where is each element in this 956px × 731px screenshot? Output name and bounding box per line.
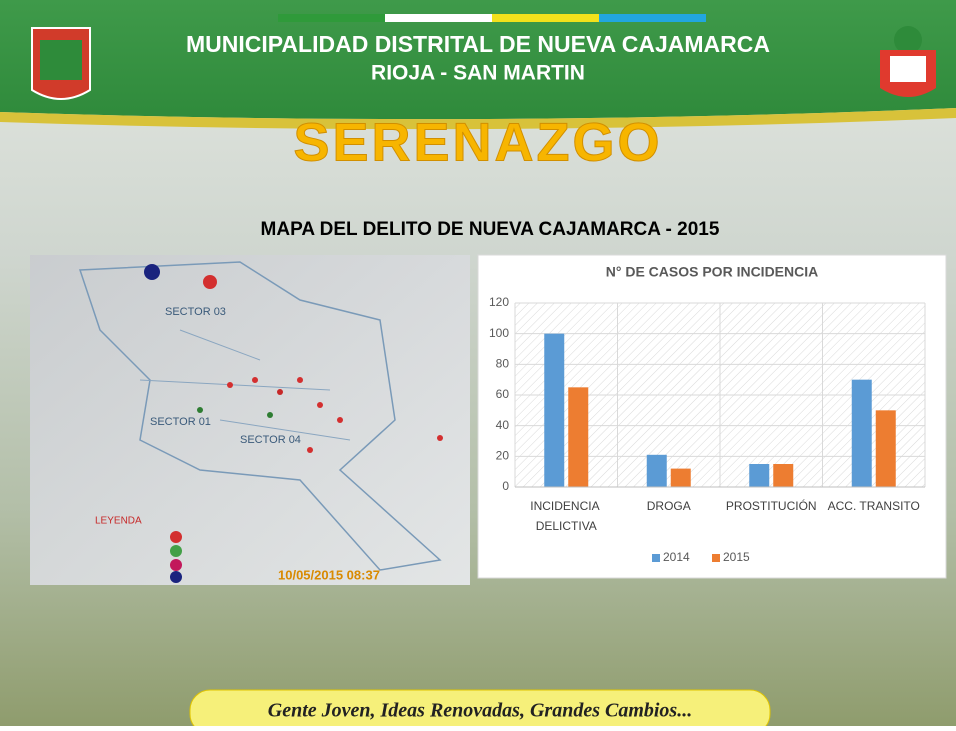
- bar: [671, 469, 691, 487]
- header-title: MUNICIPALIDAD DISTRITAL DE NUEVA CAJAMAR…: [186, 31, 770, 57]
- y-tick-label: 20: [496, 449, 510, 463]
- color-strip: [385, 14, 492, 22]
- legend-swatch: [652, 554, 660, 562]
- bar: [852, 380, 872, 487]
- map-label: SECTOR 04: [240, 434, 301, 446]
- header-subtitle: RIOJA - SAN MARTIN: [371, 62, 585, 85]
- bar: [876, 410, 896, 487]
- banner: SERENAZGO: [293, 112, 662, 172]
- bar: [647, 455, 667, 487]
- color-strip: [599, 14, 706, 22]
- map-timestamp: 10/05/2015 08:37: [278, 567, 380, 582]
- legend-label: 2014: [663, 550, 690, 564]
- legend-swatch: [712, 554, 720, 562]
- color-strip: [278, 14, 385, 22]
- slide: MUNICIPALIDAD DISTRITAL DE NUEVA CAJAMAR…: [0, 0, 956, 726]
- y-tick-label: 0: [502, 479, 509, 493]
- y-tick-label: 60: [496, 387, 510, 401]
- x-tick-label: DROGA: [647, 499, 691, 513]
- section-title: MAPA DEL DELITO DE NUEVA CAJAMARCA - 201…: [261, 219, 720, 240]
- legend-label: 2015: [723, 550, 750, 564]
- y-tick-label: 40: [496, 418, 510, 432]
- left-emblem: [32, 28, 90, 99]
- map-label: SECTOR 01: [150, 416, 211, 428]
- y-tick-label: 100: [489, 326, 509, 340]
- bar: [568, 387, 588, 487]
- bar: [544, 334, 564, 487]
- y-tick-label: 120: [489, 295, 509, 309]
- page: MUNICIPALIDAD DISTRITAL DE NUEVA CAJAMAR…: [0, 0, 956, 726]
- map-label: SECTOR 03: [165, 306, 226, 318]
- color-strip: [492, 14, 599, 22]
- footer-slogan: Gente Joven, Ideas Renovadas, Grandes Ca…: [268, 700, 692, 722]
- chart-title: N° DE CASOS POR INCIDENCIA: [606, 264, 819, 280]
- x-tick-label: PROSTITUCIÓN: [726, 498, 817, 513]
- map-photo: SECTOR 03 SECTOR 01 SECTOR 04 LEYENDA 10…: [30, 255, 470, 585]
- bar: [749, 464, 769, 487]
- bar: [773, 464, 793, 487]
- y-tick-label: 80: [496, 357, 510, 371]
- x-tick-label: ACC. TRANSITO: [828, 499, 920, 513]
- map-label: LEYENDA: [95, 516, 142, 527]
